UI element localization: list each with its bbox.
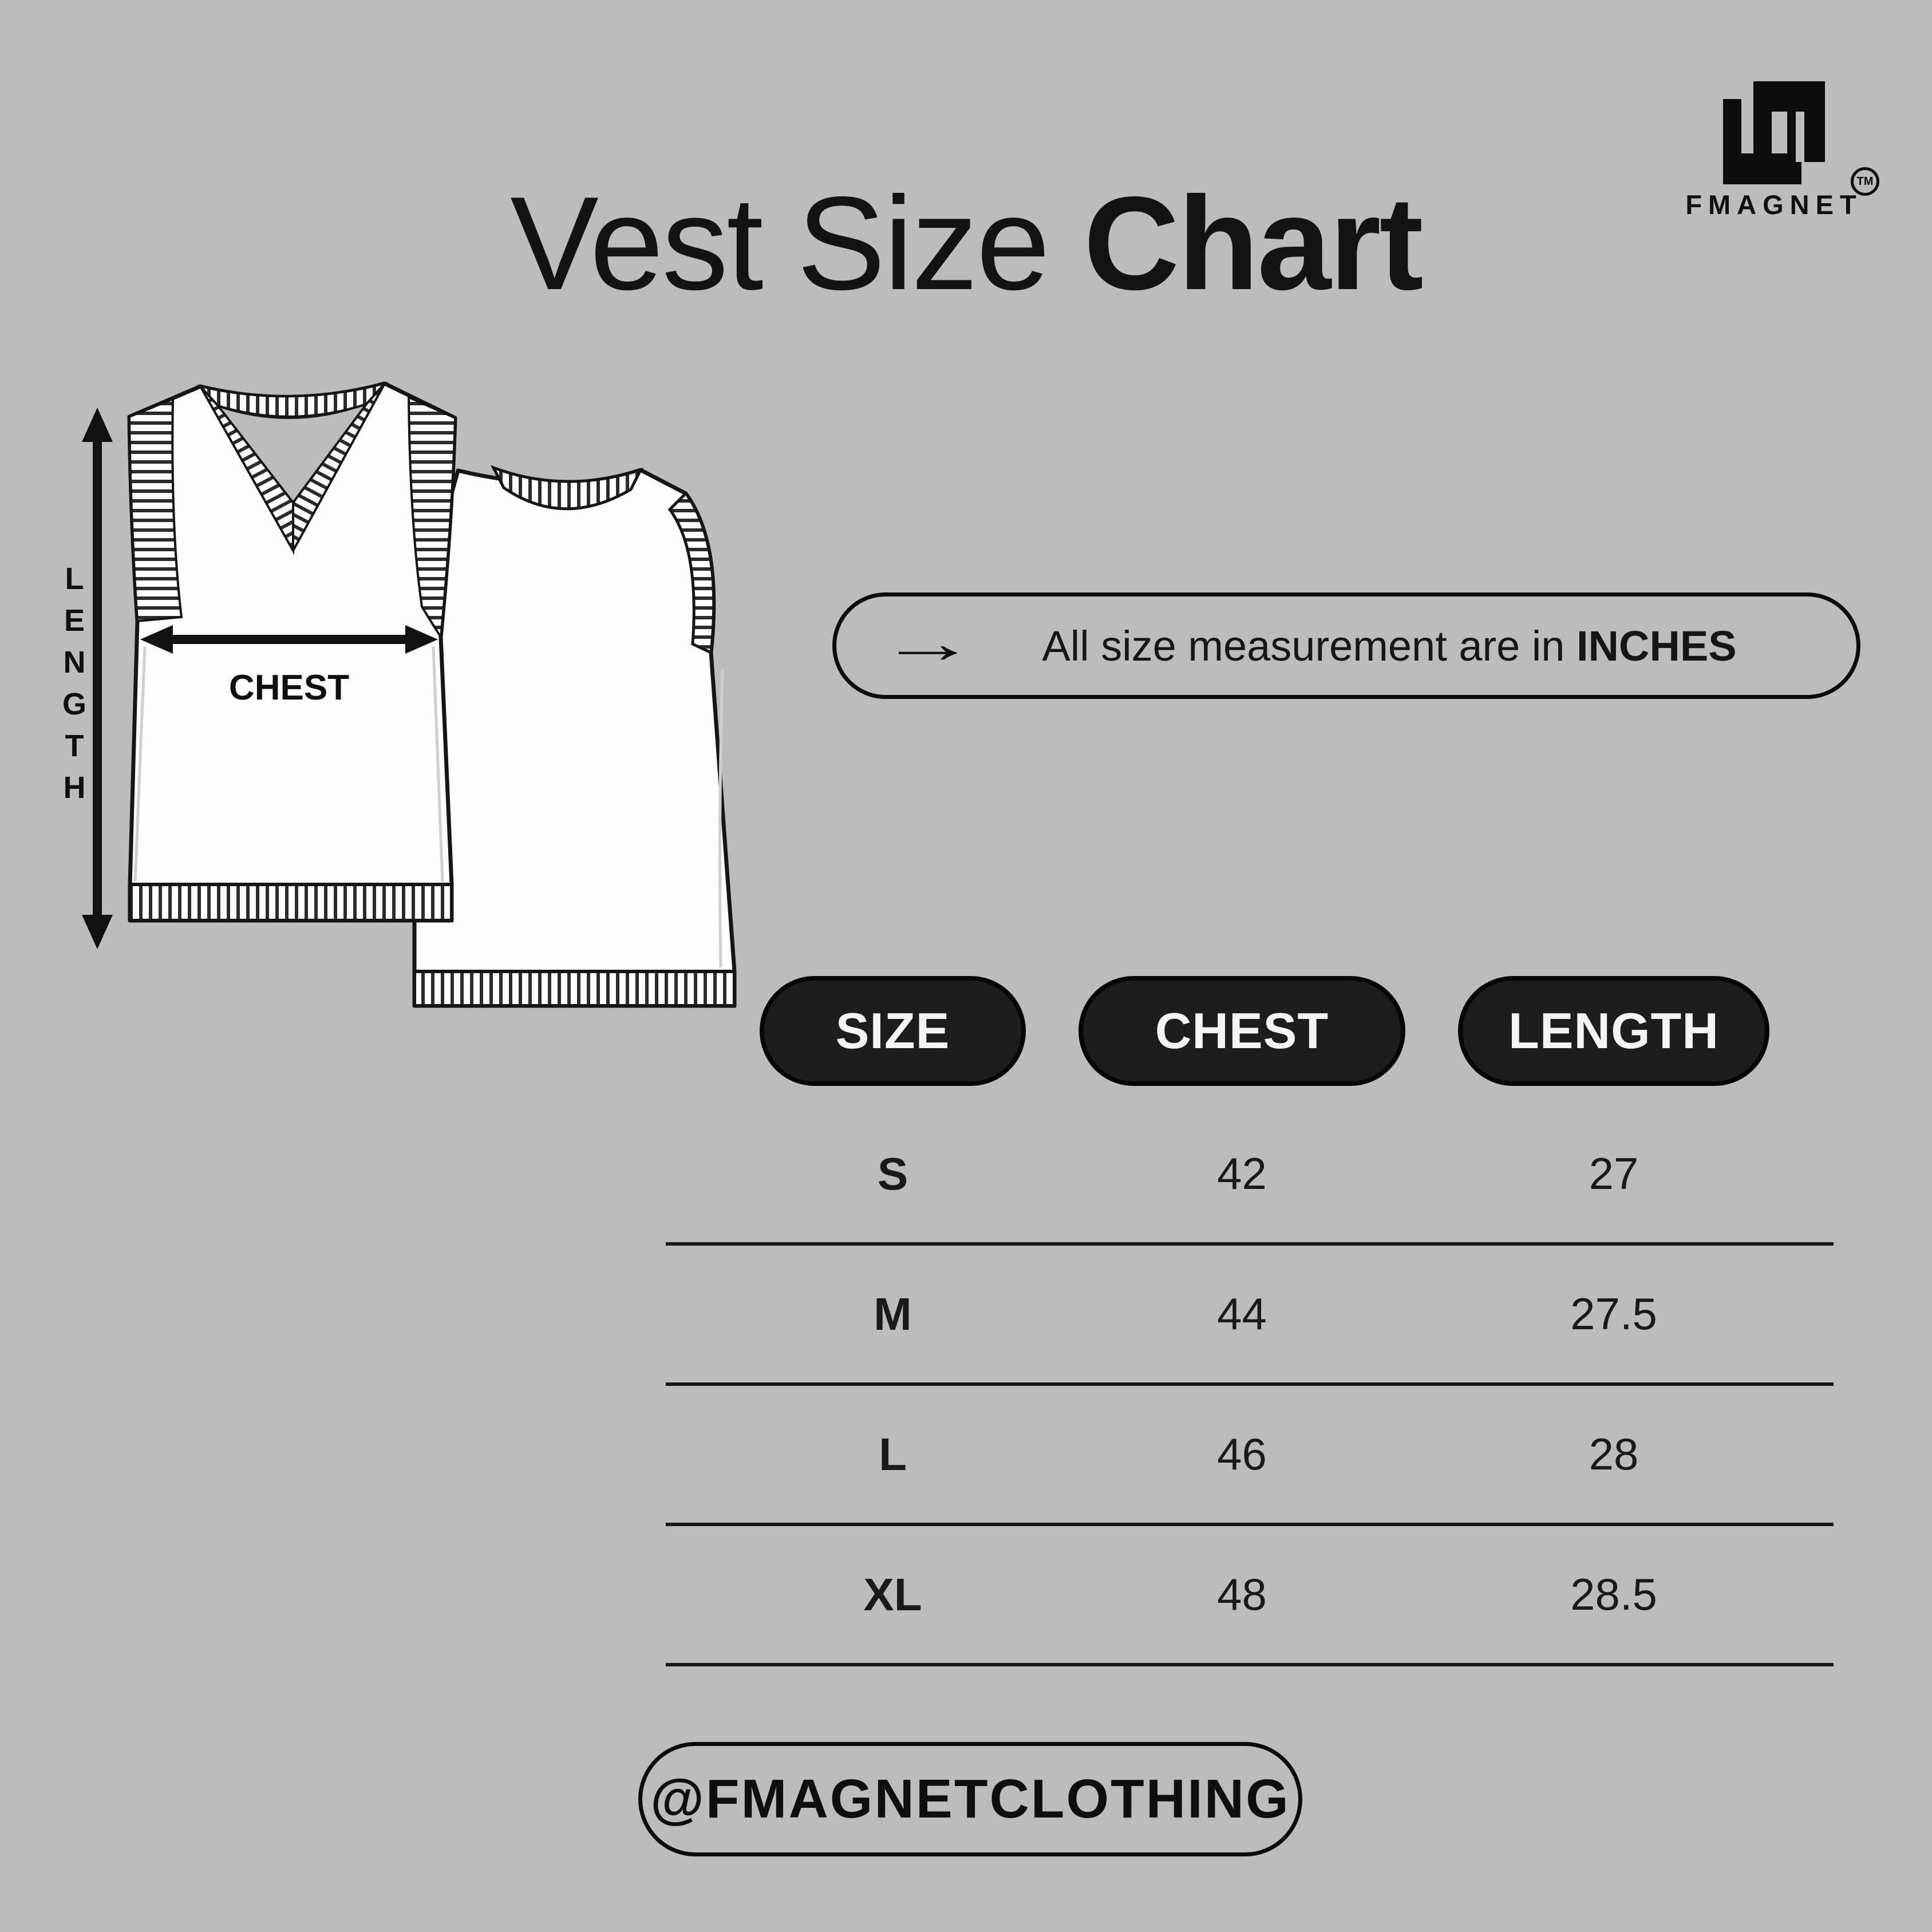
length-letter: H	[64, 771, 86, 805]
table-row: XL 48 28.5	[666, 1526, 1834, 1666]
row-size-label: S	[877, 1148, 908, 1199]
vest-front-illustration	[127, 381, 457, 923]
length-letter: E	[64, 603, 85, 638]
row-chest-value: 48	[1217, 1569, 1267, 1619]
column-header-size: SIZE	[760, 976, 1026, 1086]
table-row: S 42 27	[666, 1105, 1834, 1246]
table-row: L 46 28	[666, 1386, 1834, 1526]
page-title-bold: Chart	[1083, 169, 1424, 318]
length-letter: N	[64, 645, 86, 679]
footer-handle-pill: @FMAGNETCLOTHING	[638, 1742, 1302, 1856]
brand-name: FMAGNET	[1685, 189, 1863, 220]
row-length-value: 28.5	[1570, 1569, 1657, 1619]
page-title: Vest Size Chart	[0, 171, 1932, 317]
column-header-length: LENGTH	[1458, 976, 1769, 1086]
brand-logo-icon	[1723, 81, 1825, 184]
vest-back-illustration	[412, 465, 737, 1008]
row-chest-value: 42	[1217, 1148, 1267, 1199]
chest-arrow-icon	[140, 625, 438, 654]
size-table: SIZE CHEST LENGTH S 42 27 M 44 27.5 L 46…	[666, 973, 1834, 1683]
row-chest-value: 44	[1217, 1289, 1267, 1339]
vest-diagram: CHEST L E N G T H	[62, 381, 737, 1008]
row-size-label: L	[879, 1428, 907, 1480]
row-length-value: 28	[1589, 1429, 1639, 1479]
row-length-value: 27.5	[1570, 1289, 1657, 1339]
page-title-regular: Vest Size	[510, 169, 1050, 318]
units-banner-text-regular: All size measurement are in	[1042, 622, 1565, 670]
length-label: L E N G T H	[62, 562, 86, 805]
length-arrow-icon	[82, 408, 113, 949]
row-length-value: 27	[1589, 1148, 1639, 1199]
row-size-label: M	[874, 1288, 912, 1340]
row-chest-value: 46	[1217, 1429, 1267, 1479]
units-banner-unit: INCHES	[1577, 622, 1737, 670]
table-row: M 44 27.5	[666, 1246, 1834, 1386]
column-header-chest: CHEST	[1078, 976, 1405, 1086]
units-banner-text: All size measurement are in INCHES	[956, 622, 1736, 670]
trademark-label: TM	[1856, 175, 1874, 188]
arrow-right-icon: →	[879, 611, 977, 674]
length-letter: G	[62, 687, 86, 721]
chest-label: CHEST	[229, 668, 349, 708]
row-size-label: XL	[863, 1568, 922, 1620]
length-letter: T	[65, 729, 84, 763]
column-header-length-label: LENGTH	[1508, 1002, 1719, 1059]
units-banner: → All size measurement are in INCHES	[832, 592, 1860, 699]
column-header-size-label: SIZE	[835, 1002, 950, 1059]
length-letter: L	[65, 562, 84, 596]
social-handle: @FMAGNETCLOTHING	[650, 1768, 1290, 1830]
trademark-badge: TM	[1851, 167, 1879, 196]
column-header-chest-label: CHEST	[1155, 1002, 1329, 1059]
